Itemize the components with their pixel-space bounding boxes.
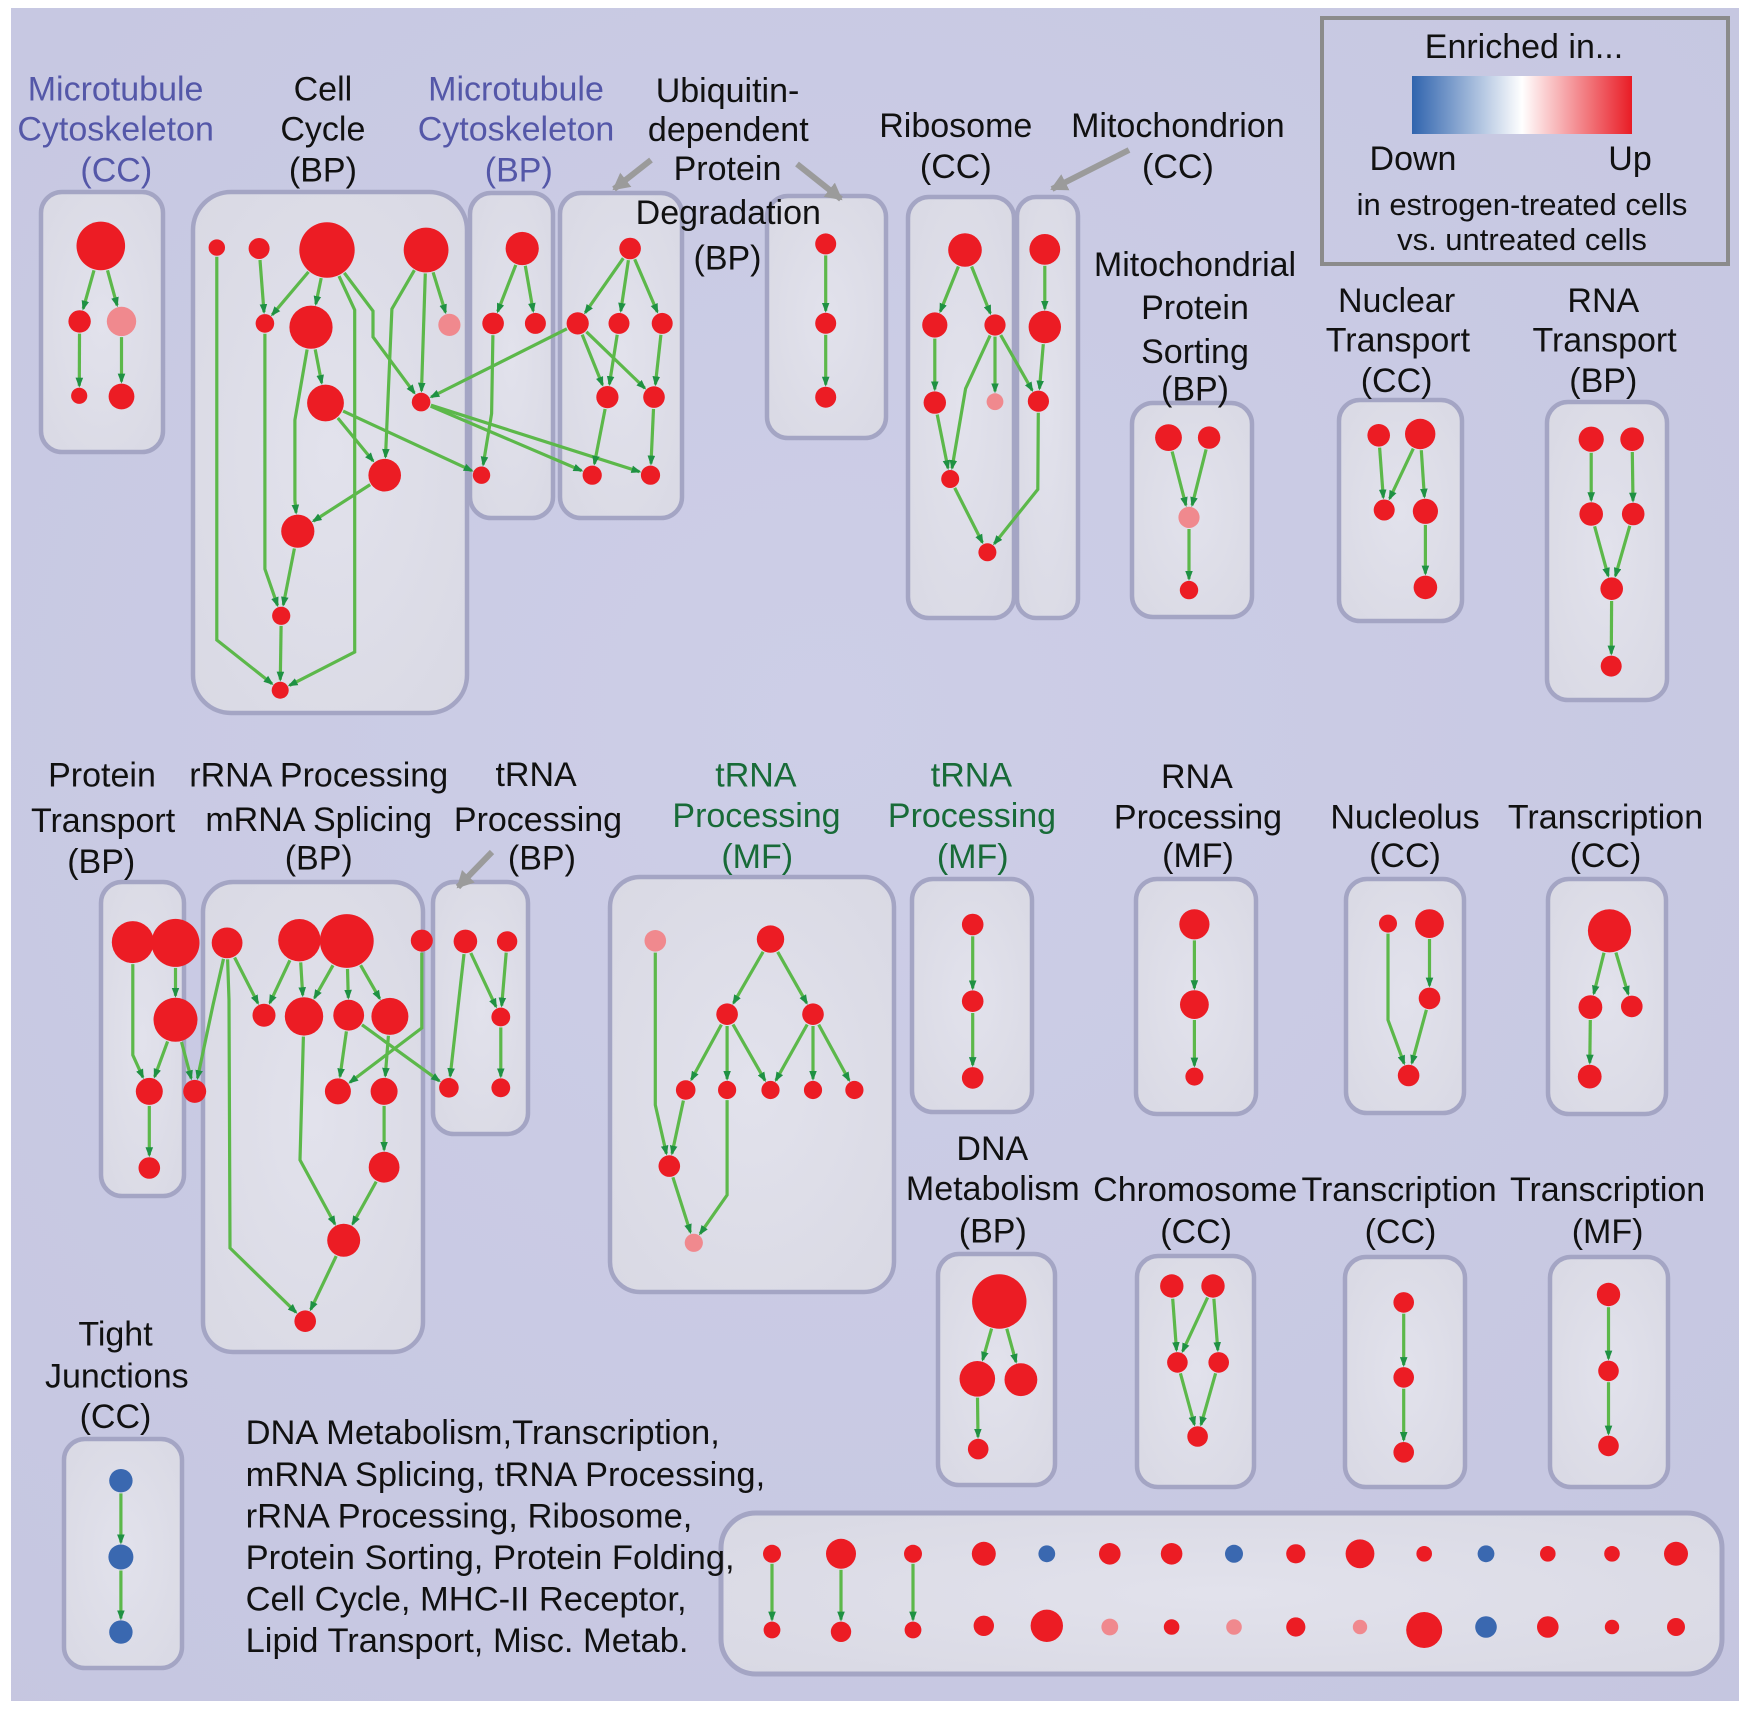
svg-text:RNA: RNA bbox=[1161, 758, 1233, 796]
svg-text:Nuclear: Nuclear bbox=[1338, 282, 1455, 320]
svg-text:Processing: Processing bbox=[672, 797, 840, 835]
svg-text:Junctions: Junctions bbox=[45, 1358, 189, 1396]
svg-text:vs. untreated cells: vs. untreated cells bbox=[1397, 222, 1647, 257]
svg-text:(CC): (CC) bbox=[920, 148, 992, 186]
svg-text:Chromosome: Chromosome bbox=[1093, 1171, 1297, 1209]
svg-text:Cell: Cell bbox=[294, 71, 353, 109]
svg-text:Microtubule: Microtubule bbox=[28, 71, 204, 109]
svg-text:(CC): (CC) bbox=[80, 151, 152, 189]
svg-text:(BP): (BP) bbox=[485, 151, 553, 189]
svg-text:in estrogen-treated cells: in estrogen-treated cells bbox=[1357, 187, 1688, 222]
svg-text:Lipid Transport, Misc. Metab.: Lipid Transport, Misc. Metab. bbox=[246, 1622, 689, 1660]
svg-text:Sorting: Sorting bbox=[1141, 333, 1249, 371]
svg-text:mRNA Splicing, tRNA Processing: mRNA Splicing, tRNA Processing, bbox=[246, 1456, 766, 1494]
svg-text:(CC): (CC) bbox=[80, 1398, 152, 1436]
svg-text:Up: Up bbox=[1608, 140, 1651, 178]
svg-text:Metabolism: Metabolism bbox=[906, 1170, 1080, 1208]
svg-text:(BP): (BP) bbox=[959, 1212, 1027, 1250]
svg-text:tRNA: tRNA bbox=[931, 756, 1013, 794]
svg-text:Mitochondrial: Mitochondrial bbox=[1094, 246, 1296, 284]
svg-text:Processing: Processing bbox=[1114, 798, 1282, 836]
svg-text:Protein Sorting, Protein Foldi: Protein Sorting, Protein Folding, bbox=[246, 1539, 735, 1577]
svg-text:(BP): (BP) bbox=[694, 239, 762, 277]
svg-text:Transcription: Transcription bbox=[1508, 798, 1703, 836]
svg-text:Cytoskeleton: Cytoskeleton bbox=[17, 110, 214, 148]
svg-text:Cytoskeleton: Cytoskeleton bbox=[418, 110, 615, 148]
svg-text:(BP): (BP) bbox=[289, 151, 357, 189]
svg-text:Microtubule: Microtubule bbox=[428, 71, 604, 109]
svg-text:Nucleolus: Nucleolus bbox=[1330, 798, 1479, 836]
svg-text:(BP): (BP) bbox=[285, 839, 353, 877]
svg-text:(MF): (MF) bbox=[937, 838, 1009, 876]
svg-text:tRNA: tRNA bbox=[495, 756, 577, 794]
svg-text:Transport: Transport bbox=[31, 802, 176, 840]
svg-text:Transcription: Transcription bbox=[1510, 1171, 1705, 1209]
svg-text:Cycle: Cycle bbox=[280, 110, 365, 148]
svg-text:mRNA Splicing: mRNA Splicing bbox=[205, 801, 432, 839]
svg-text:(BP): (BP) bbox=[67, 843, 135, 881]
svg-text:(MF): (MF) bbox=[721, 838, 793, 876]
svg-text:DNA Metabolism,Transcription,: DNA Metabolism,Transcription, bbox=[246, 1414, 720, 1452]
svg-text:Protein: Protein bbox=[48, 757, 156, 795]
svg-text:rRNA Processing, Ribosome,: rRNA Processing, Ribosome, bbox=[246, 1497, 693, 1535]
svg-text:Processing: Processing bbox=[454, 801, 622, 839]
svg-text:rRNA Processing: rRNA Processing bbox=[189, 757, 448, 795]
svg-text:(BP): (BP) bbox=[1569, 362, 1637, 400]
svg-text:(BP): (BP) bbox=[1161, 371, 1229, 409]
svg-text:(CC): (CC) bbox=[1160, 1213, 1232, 1251]
svg-text:Processing: Processing bbox=[888, 797, 1056, 835]
svg-text:Protein: Protein bbox=[1141, 289, 1249, 327]
svg-text:Transport: Transport bbox=[1532, 322, 1677, 360]
svg-text:Tight: Tight bbox=[78, 1315, 153, 1353]
svg-text:tRNA: tRNA bbox=[715, 756, 797, 794]
svg-text:Ribosome: Ribosome bbox=[879, 107, 1032, 145]
svg-text:(CC): (CC) bbox=[1361, 362, 1433, 400]
svg-text:(CC): (CC) bbox=[1142, 148, 1214, 186]
svg-text:(CC): (CC) bbox=[1570, 837, 1642, 875]
svg-text:Down: Down bbox=[1370, 140, 1457, 178]
svg-text:(MF): (MF) bbox=[1572, 1213, 1644, 1251]
svg-text:(BP): (BP) bbox=[508, 839, 576, 877]
svg-text:(CC): (CC) bbox=[1365, 1213, 1437, 1251]
svg-text:(CC): (CC) bbox=[1369, 837, 1441, 875]
svg-text:Mitochondrion: Mitochondrion bbox=[1071, 107, 1285, 145]
svg-text:Protein: Protein bbox=[674, 150, 782, 188]
svg-text:Enriched in...: Enriched in... bbox=[1425, 28, 1623, 66]
svg-text:dependent: dependent bbox=[648, 111, 809, 149]
svg-text:Transport: Transport bbox=[1326, 322, 1471, 360]
svg-text:RNA: RNA bbox=[1567, 282, 1639, 320]
svg-text:Transcription: Transcription bbox=[1301, 1171, 1496, 1209]
svg-text:Cell Cycle, MHC-II Receptor,: Cell Cycle, MHC-II Receptor, bbox=[246, 1580, 687, 1618]
svg-text:(MF): (MF) bbox=[1162, 837, 1234, 875]
svg-text:Degradation: Degradation bbox=[636, 194, 821, 232]
svg-text:DNA: DNA bbox=[956, 1130, 1028, 1168]
svg-text:Ubiquitin-: Ubiquitin- bbox=[656, 72, 800, 110]
